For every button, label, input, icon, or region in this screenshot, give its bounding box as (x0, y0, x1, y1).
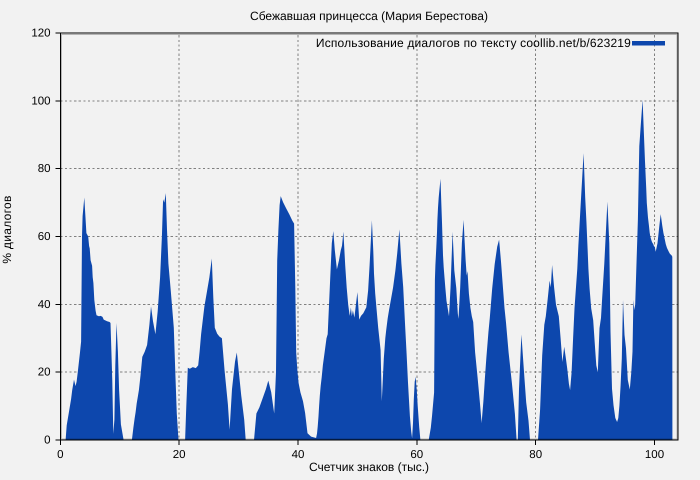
svg-text:% диалогов: % диалогов (0, 195, 14, 263)
svg-text:40: 40 (292, 449, 305, 461)
svg-text:Использование диалогов по текс: Использование диалогов по тексту coollib… (316, 36, 631, 50)
svg-text:20: 20 (38, 367, 51, 379)
svg-text:100: 100 (645, 449, 664, 461)
svg-text:80: 80 (38, 163, 51, 175)
svg-text:60: 60 (38, 231, 51, 243)
svg-text:120: 120 (31, 28, 50, 40)
svg-text:40: 40 (38, 299, 51, 311)
svg-text:Счетчик знаков (тыс.): Счетчик знаков (тыс.) (309, 460, 429, 474)
svg-text:20: 20 (173, 449, 186, 461)
svg-text:0: 0 (44, 435, 50, 447)
svg-text:60: 60 (410, 449, 423, 461)
svg-text:100: 100 (31, 95, 50, 107)
svg-text:0: 0 (57, 449, 63, 461)
svg-text:Сбежавшая принцесса (Мария Бер: Сбежавшая принцесса (Мария Берестова) (250, 9, 488, 23)
svg-text:80: 80 (529, 449, 542, 461)
